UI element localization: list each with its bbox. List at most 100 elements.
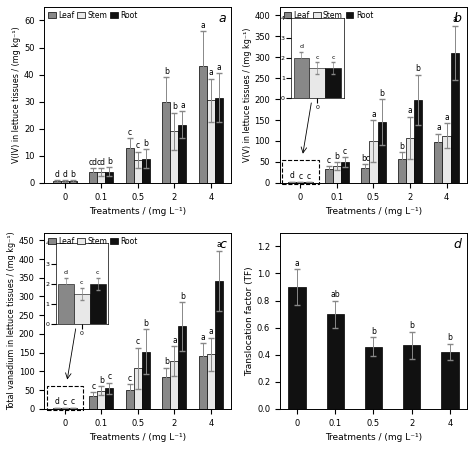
Bar [325,169,333,183]
Bar [46,386,83,409]
Text: cd: cd [97,158,106,167]
Text: a: a [371,110,376,119]
Bar [89,396,97,409]
Bar [97,391,105,409]
Bar [341,162,349,183]
X-axis label: Treatments / (mg L⁻¹): Treatments / (mg L⁻¹) [325,433,422,442]
Text: a: a [217,240,221,249]
Text: c: c [91,382,95,391]
Bar [170,132,178,183]
Text: b: b [180,292,185,301]
Bar [296,182,304,183]
Text: a: a [201,21,205,30]
Text: b: b [107,157,112,166]
X-axis label: Treatments / (mg L⁻¹): Treatments / (mg L⁻¹) [89,433,186,442]
Bar [365,347,382,409]
Bar [134,368,142,409]
Bar [207,100,215,183]
Text: b: b [99,376,104,385]
Bar [105,388,113,409]
Text: c: c [107,372,111,381]
Legend: Leaf, Stem, Root: Leaf, Stem, Root [46,235,139,247]
X-axis label: Treatments / (mg L⁻¹): Treatments / (mg L⁻¹) [89,207,186,216]
Bar [61,408,69,409]
Legend: Leaf, Stem, Root: Leaf, Stem, Root [282,9,374,21]
Bar [215,97,223,183]
Bar [362,168,369,183]
Bar [53,181,61,183]
Text: d: d [454,238,462,251]
Text: c: c [343,146,347,155]
Bar [178,326,186,409]
Text: a: a [172,336,177,345]
Bar [170,361,178,409]
Text: a: a [201,333,205,342]
Text: c: c [71,397,75,406]
Text: b: b [335,151,339,161]
Text: c: c [136,141,140,150]
Text: c: c [136,337,140,346]
Text: b: b [164,357,169,366]
Text: a: a [408,106,412,115]
Text: ab: ab [330,290,340,299]
Text: b: b [371,327,376,336]
Text: b: b [416,64,420,73]
Bar [333,166,341,183]
Text: c: c [128,128,132,137]
Text: b: b [172,102,177,111]
Bar [134,160,142,183]
Bar [178,125,186,183]
Bar [126,390,134,409]
Legend: Leaf, Stem, Root: Leaf, Stem, Root [46,9,139,21]
Bar [289,287,306,409]
Text: d: d [55,397,59,406]
Text: a: a [209,327,213,336]
Bar [162,101,170,183]
Y-axis label: V(V) in lettuce tissues / (mg kg⁻¹): V(V) in lettuce tissues / (mg kg⁻¹) [243,28,252,162]
Text: d: d [63,170,67,179]
Y-axis label: Translocation factor (TF): Translocation factor (TF) [245,266,254,376]
Bar [199,66,207,183]
Bar [327,314,344,409]
Text: c: c [219,238,226,251]
Text: cd: cd [89,158,98,167]
Bar [142,158,150,183]
Text: a: a [209,68,213,77]
Bar [61,181,69,183]
Bar [304,182,312,183]
Bar [369,141,377,183]
Bar [282,160,319,184]
Bar [406,138,414,183]
Text: c: c [307,172,310,180]
X-axis label: Treatments / (mg L⁻¹): Treatments / (mg L⁻¹) [325,207,422,216]
Bar [97,172,105,183]
Bar [105,172,113,183]
Bar [377,122,385,183]
Bar [441,352,458,409]
Text: b: b [454,12,462,25]
Text: b: b [71,170,75,179]
Text: b: b [144,139,148,148]
Bar [162,377,170,409]
Bar [142,352,150,409]
Bar [199,357,207,409]
Bar [435,142,443,183]
Text: c: c [128,374,132,383]
Bar [403,345,420,409]
Text: c: c [327,156,331,165]
Text: c: c [299,172,302,180]
Y-axis label: Total vanadium in lettuce tissues / (mg kg⁻¹): Total vanadium in lettuce tissues / (mg … [7,231,16,410]
Text: a: a [295,259,300,268]
Bar [89,172,97,183]
Text: a: a [180,101,185,110]
Text: bc: bc [361,154,370,163]
Text: b: b [164,67,169,76]
Text: b: b [400,142,404,151]
Bar [207,355,215,409]
Text: a: a [218,12,226,25]
Text: d: d [55,170,59,179]
Bar [443,136,450,183]
Text: d: d [290,172,295,180]
Bar [450,53,458,183]
Bar [414,100,422,183]
